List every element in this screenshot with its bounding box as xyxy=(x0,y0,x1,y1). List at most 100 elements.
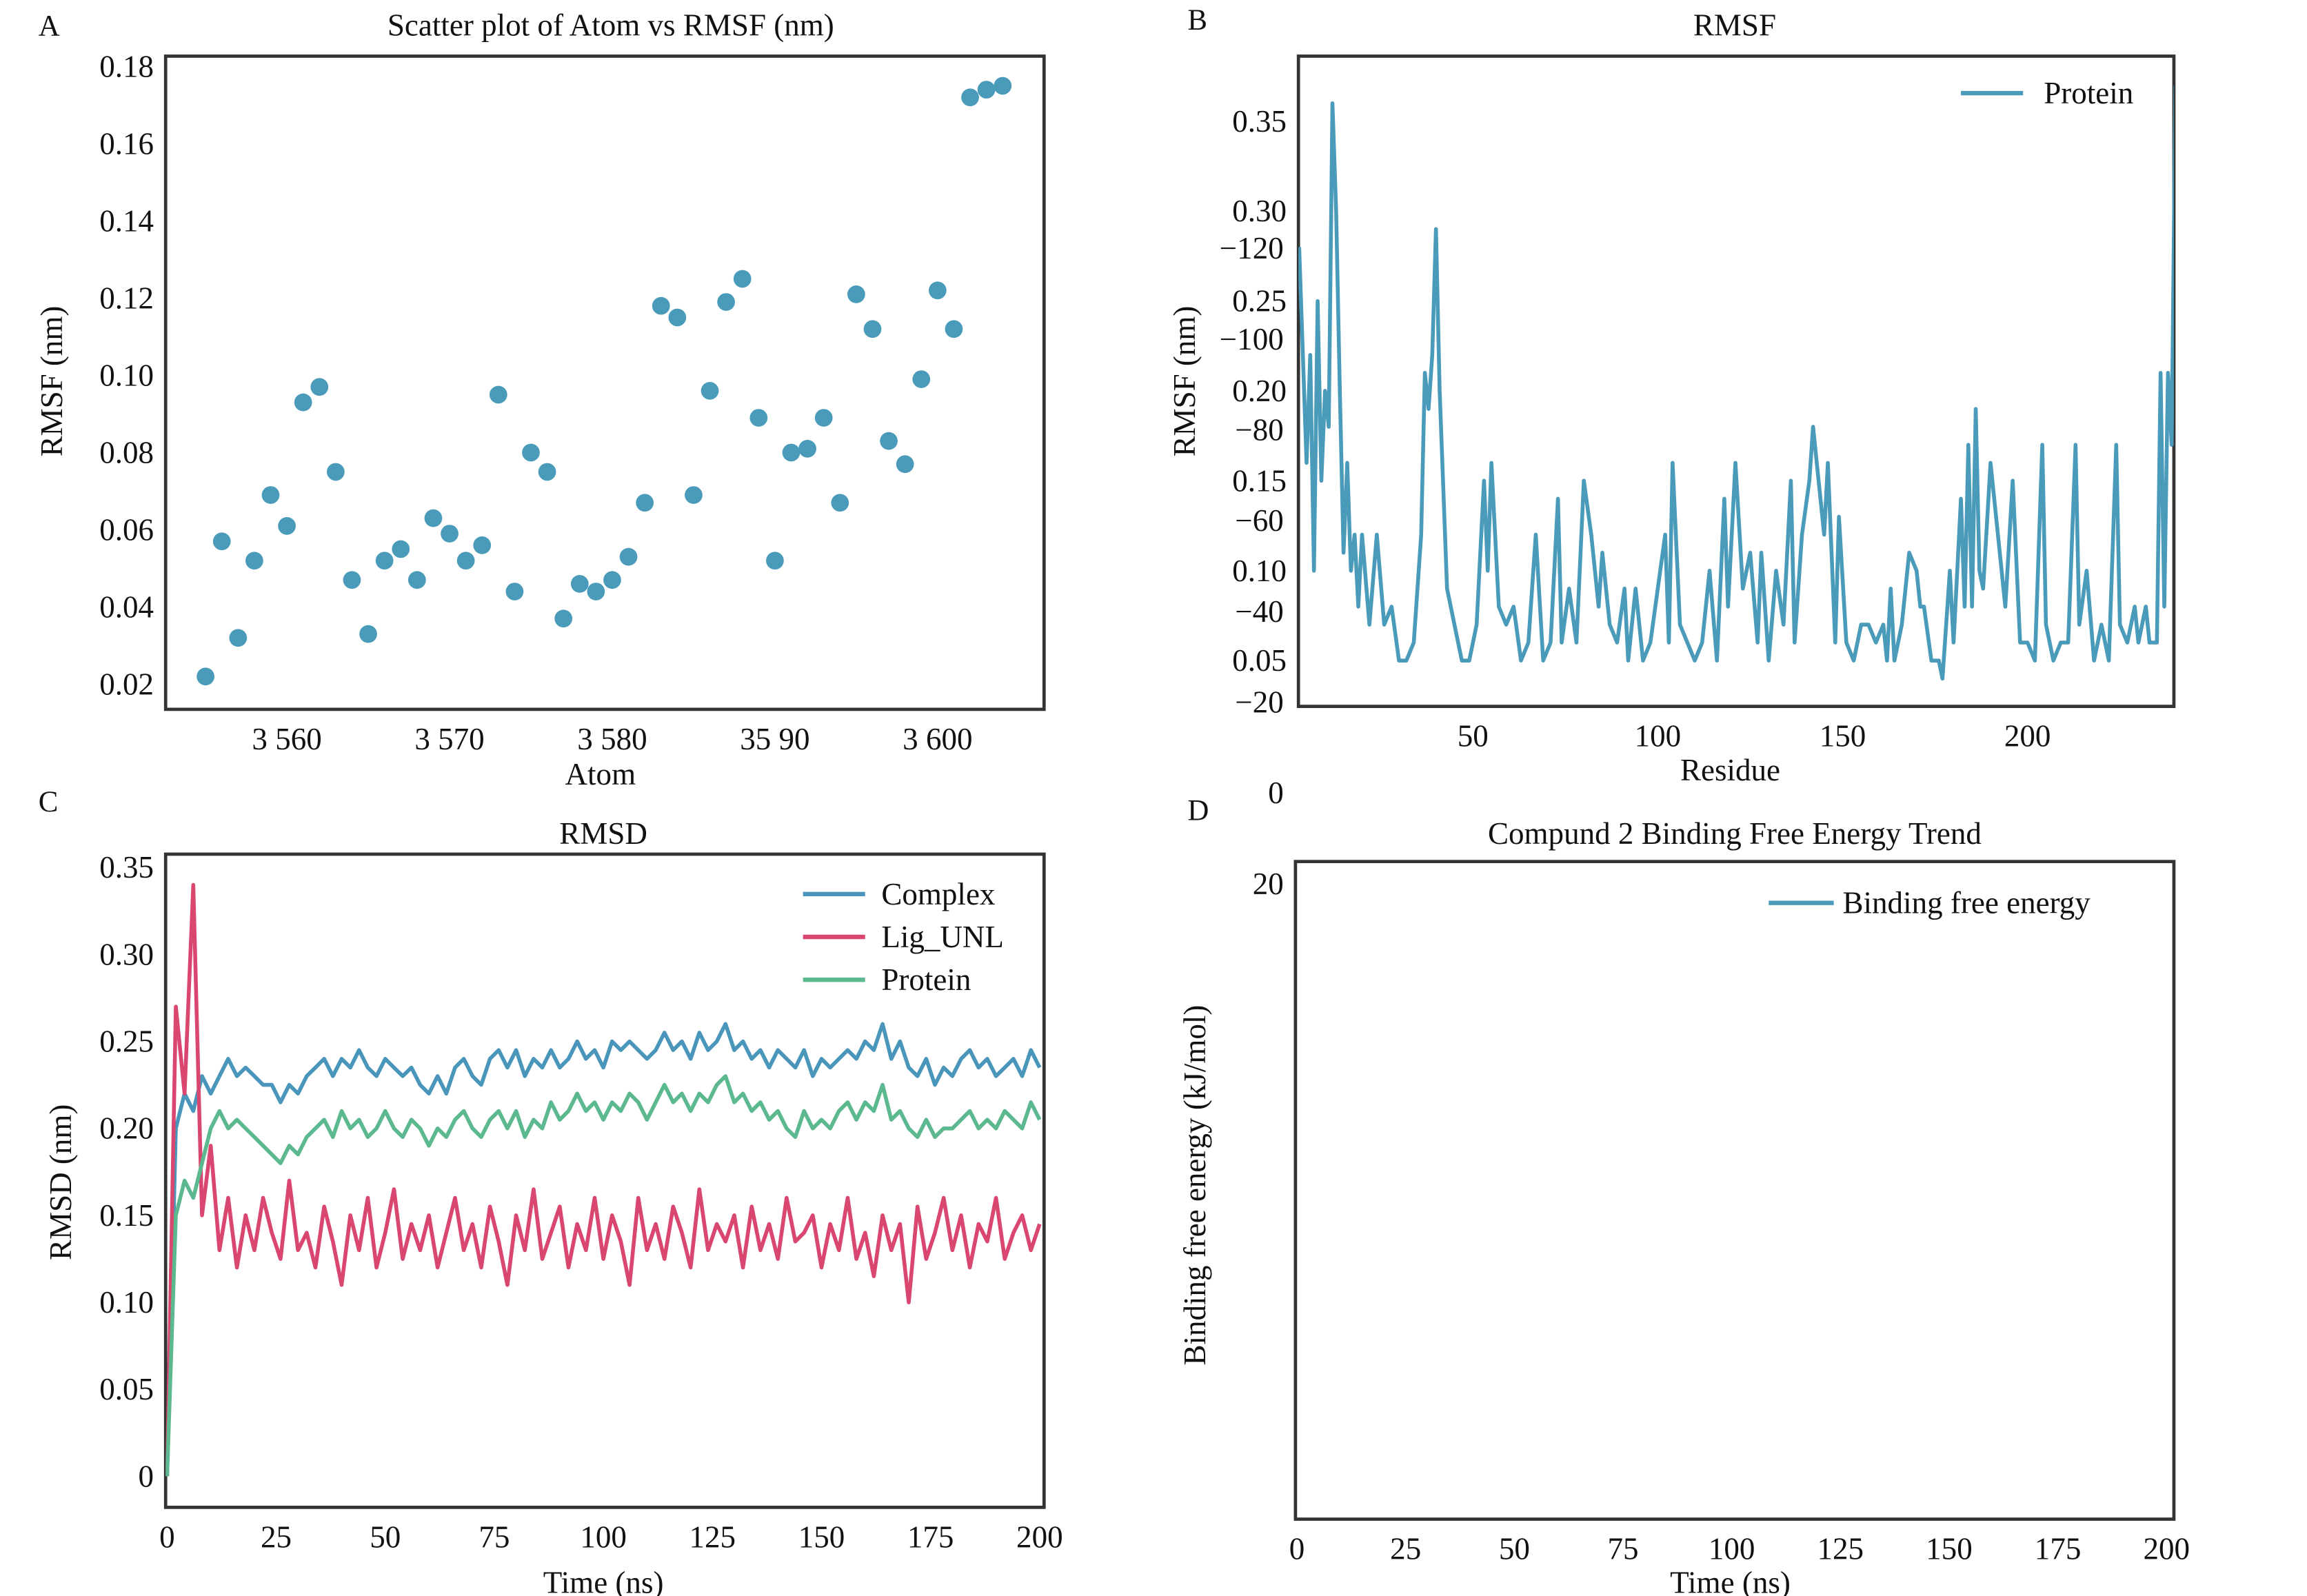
panel-a-x-tick-label: 3 560 xyxy=(252,722,321,756)
scatter-point xyxy=(310,378,329,396)
panel-d-y-tick-label: 20 xyxy=(1253,867,1284,901)
scatter-point xyxy=(603,571,621,589)
panel-a-y-tick-label: 0.06 xyxy=(99,512,154,547)
scatter-point xyxy=(896,455,914,474)
scatter-point xyxy=(489,385,507,404)
scatter-point xyxy=(197,667,215,686)
panel-c-x-tick-label: 125 xyxy=(689,1519,736,1554)
panel-d-y-tick-label: −120 xyxy=(1220,231,1284,265)
panel-c-y-tick-label: 0.30 xyxy=(99,937,154,971)
panel-letter-c: C xyxy=(39,786,59,818)
panel-d-y-tick-label: 0 xyxy=(1268,776,1284,810)
panel-c-y-tick-label: 0.20 xyxy=(99,1111,154,1146)
panel-a-y-tick-label: 0.16 xyxy=(99,126,154,161)
scatter-point xyxy=(863,320,882,339)
scatter-point xyxy=(912,370,931,388)
panel-c-x-tick-label: 75 xyxy=(478,1519,510,1554)
scatter-point xyxy=(636,494,654,512)
scatter-point xyxy=(245,552,263,570)
panel-c-title: RMSD xyxy=(559,816,647,851)
panel-b-x-tick-label: 100 xyxy=(1635,718,1682,753)
panel-d-x-tick-label: 125 xyxy=(1817,1531,1864,1566)
scatter-point xyxy=(733,270,752,288)
panel-a-x-tick-label: 3 570 xyxy=(414,722,484,756)
scatter-point xyxy=(278,516,296,535)
panel-c-y-tick-label: 0.25 xyxy=(99,1024,154,1059)
scatter-point xyxy=(961,88,979,107)
panel-c-y-tick-label: 0.10 xyxy=(99,1285,154,1320)
panel-b-y-tick-label: 0.20 xyxy=(1232,374,1287,408)
scatter-point xyxy=(261,486,280,504)
scatter-point xyxy=(945,320,963,339)
series-line-protein xyxy=(1298,85,2174,681)
panel-c-y-tick-label: 0 xyxy=(139,1459,154,1493)
scatter-point xyxy=(538,463,556,481)
panel-d-plot-frame xyxy=(1293,860,2176,1521)
panel-letter-a: A xyxy=(39,10,60,42)
panel-c-x-tick-label: 25 xyxy=(261,1519,292,1554)
panel-d: D Compund 2 Binding Free Energy Trend Bi… xyxy=(1178,231,2190,1596)
panel-d-x-tick-label: 200 xyxy=(2143,1531,2190,1566)
scatter-point xyxy=(814,409,833,427)
panel-letter-d: D xyxy=(1187,795,1209,827)
panel-d-title: Compund 2 Binding Free Energy Trend xyxy=(1488,816,1982,851)
panel-d-x-tick-label: 0 xyxy=(1289,1531,1305,1566)
panel-d-y-axis-label: Binding free energy (kJ/mol) xyxy=(1178,1005,1212,1366)
panel-a-x-tick-label: 3 600 xyxy=(903,722,972,756)
panel-b-marks: 0.05 0.10 0.15 0.20 0.25 0.30 0.35 50 100 150 200 xyxy=(1232,85,2174,753)
scatter-point xyxy=(652,296,670,315)
panel-letter-b: B xyxy=(1187,4,1207,37)
scatter-point xyxy=(847,285,865,303)
scatter-point xyxy=(701,381,719,400)
panel-a-y-tick-label: 0.04 xyxy=(99,589,154,624)
scatter-point xyxy=(928,281,947,300)
panel-c-x-tick-label: 0 xyxy=(159,1519,175,1554)
scatter-point xyxy=(392,540,410,558)
scatter-point xyxy=(554,609,573,628)
scatter-point xyxy=(505,583,524,600)
panel-a-plot-frame xyxy=(163,54,1046,711)
legend-label-complex: Complex xyxy=(881,877,995,911)
panel-d-x-axis-label: Time (ns) xyxy=(1670,1566,1791,1596)
panel-b-y-tick-label: 0.30 xyxy=(1232,194,1287,228)
panel-c-y-tick-label: 0.05 xyxy=(99,1372,154,1406)
panel-a-x-axis-label: Atom xyxy=(565,757,636,791)
panel-a: A Scatter plot of Atom vs RMSF (nm) RMSF… xyxy=(34,8,1046,791)
panel-c-x-tick-label: 175 xyxy=(907,1519,954,1554)
scatter-point xyxy=(441,525,459,543)
panel-b-y-tick-label: 0.10 xyxy=(1232,554,1287,588)
scatter-point xyxy=(522,443,540,462)
panel-b-x-tick-label: 50 xyxy=(1458,718,1489,753)
panel-c-x-tick-label: 150 xyxy=(798,1519,845,1554)
panel-d-y-tick-label: −100 xyxy=(1220,322,1284,356)
panel-d-y-tick-label: −20 xyxy=(1235,685,1283,719)
panel-d-y-tick-label: −40 xyxy=(1235,594,1283,629)
panel-a-y-tick-label: 0.10 xyxy=(99,358,154,392)
scatter-point xyxy=(359,625,377,643)
series-line-lig-unl xyxy=(165,882,1042,1477)
scatter-point xyxy=(619,547,638,566)
panel-b-x-axis-label: Residue xyxy=(1680,753,1780,787)
panel-c-x-axis-label: Time (ns) xyxy=(543,1566,664,1596)
panel-c-x-tick-label: 100 xyxy=(580,1519,627,1554)
panel-a-title: Scatter plot of Atom vs RMSF (nm) xyxy=(387,8,834,42)
panel-b-y-tick-label: 0.05 xyxy=(1232,643,1287,678)
panel-b-x-tick-label: 150 xyxy=(1820,718,1866,753)
scatter-point xyxy=(424,509,443,527)
panel-c-marks: 0 0.05 0.10 0.15 0.20 0.25 0.30 0.35 0 25 50 75 100 1… xyxy=(99,850,1062,1554)
panel-b-legend: Protein xyxy=(1961,76,2133,110)
scatter-point xyxy=(375,552,394,570)
scatter-point xyxy=(570,574,589,593)
panel-a-y-tick-label: 0.12 xyxy=(99,281,154,315)
panel-d-x-tick-label: 25 xyxy=(1390,1531,1421,1566)
legend-label-lig-unl: Lig_UNL xyxy=(881,920,1004,954)
scatter-point xyxy=(587,583,605,600)
scatter-point xyxy=(880,432,898,450)
scatter-point xyxy=(749,409,768,427)
legend-label-protein: Protein xyxy=(881,962,971,997)
panel-b-y-axis-label: RMSF (nm) xyxy=(1167,306,1202,457)
legend-label-binding-free-energy: Binding free energy xyxy=(1843,886,2091,920)
panel-a-marks: 0.02 0.04 0.06 0.08 0.10 0.12 0.14 0.16 0.18 3 56… xyxy=(99,49,1012,756)
panel-c-y-axis-label: RMSD (nm) xyxy=(43,1104,78,1260)
panel-c-y-tick-label: 0.15 xyxy=(99,1198,154,1233)
